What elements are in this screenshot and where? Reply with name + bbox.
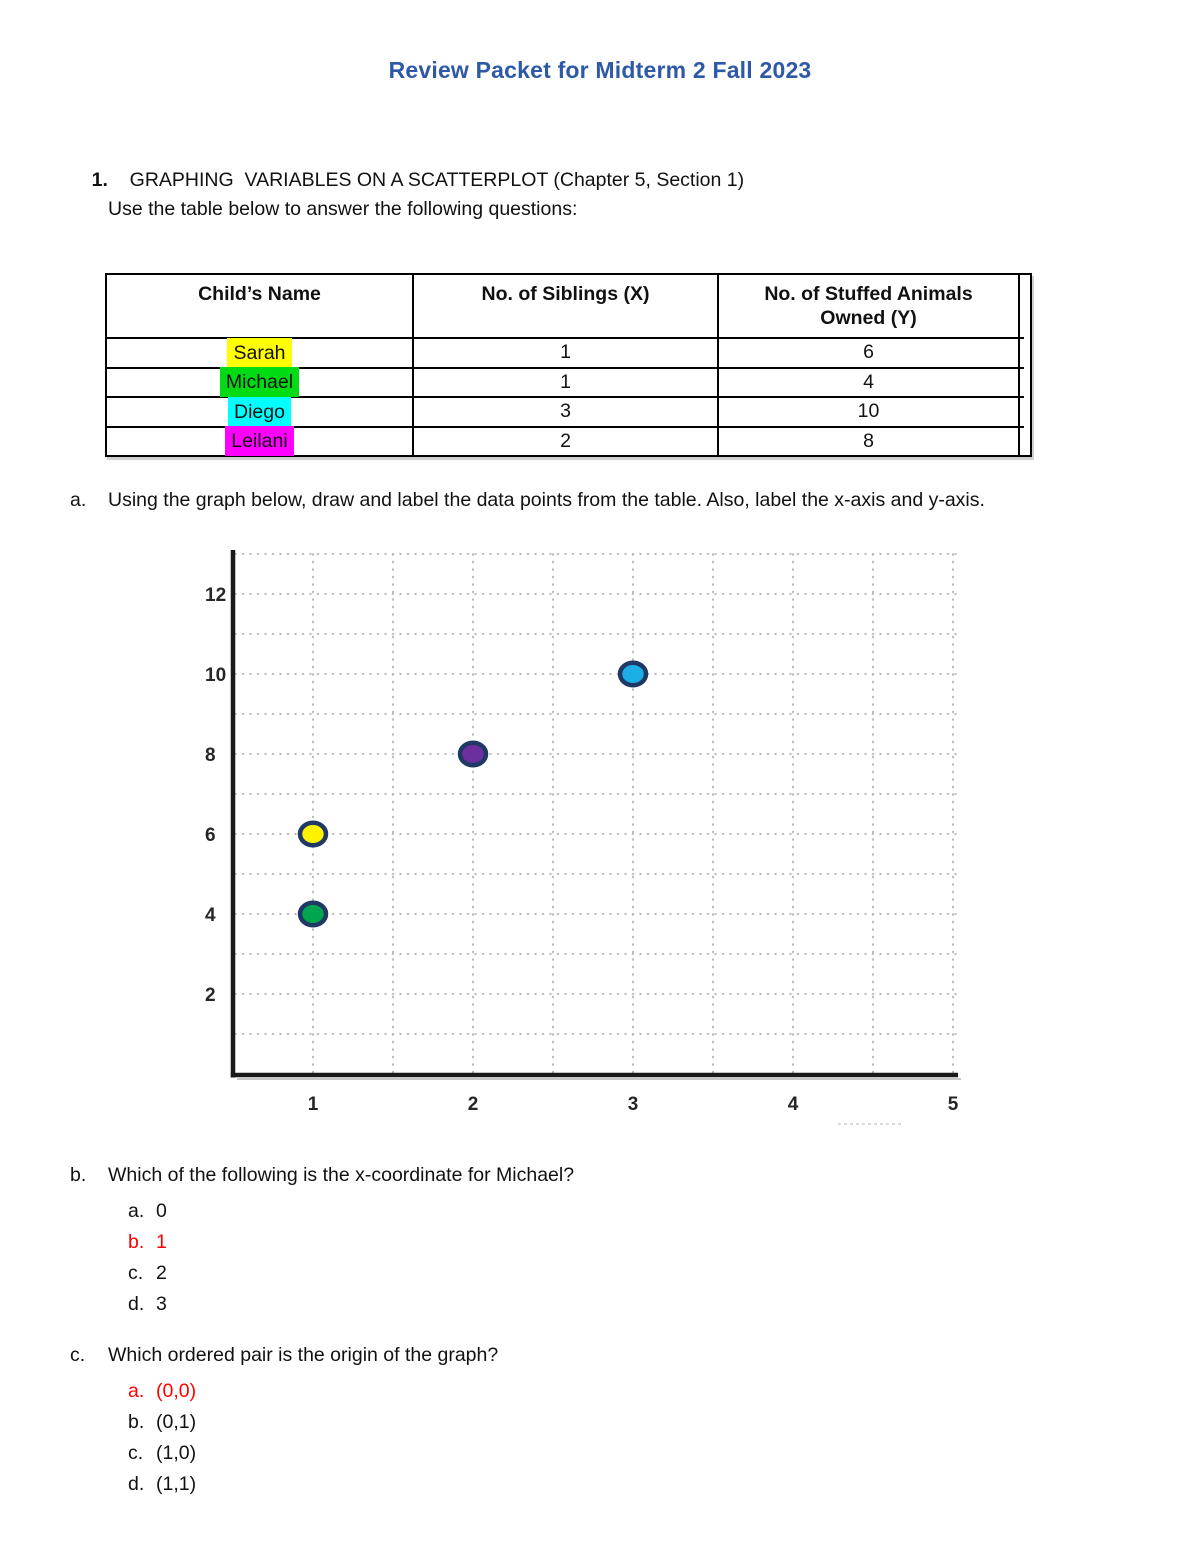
y-tick-label: 4 xyxy=(205,905,216,926)
question-text: Which ordered pair is the origin of the … xyxy=(108,1344,499,1366)
option-letter: c. xyxy=(128,1262,144,1284)
table-gutter xyxy=(1018,396,1024,426)
option-letter: d. xyxy=(128,1293,145,1315)
table-header-name: Child’s Name xyxy=(198,283,321,305)
option-row: a. (0,0) xyxy=(128,1376,498,1407)
option-row: d. 3 xyxy=(128,1289,574,1320)
option-row: d. (1,1) xyxy=(128,1469,498,1500)
name-highlight: Sarah xyxy=(227,337,292,368)
option-text: (1,1) xyxy=(156,1473,197,1495)
table-cell-animals: 10 xyxy=(717,396,1018,426)
data-point-sarah xyxy=(297,820,329,848)
data-point-michael xyxy=(297,900,329,928)
table-gutter xyxy=(1018,366,1024,396)
table-cell-name: Diego xyxy=(107,396,412,427)
table-cell-animals: 8 xyxy=(717,425,1018,455)
y-tick-label: 10 xyxy=(205,665,226,686)
intro-text: Use the table below to answer the follow… xyxy=(108,198,578,220)
x-tick-label: 2 xyxy=(468,1094,479,1115)
option-letter: a. xyxy=(128,1380,145,1402)
question-b: b. Which of the following is the x-coord… xyxy=(70,1164,574,1320)
table-cell-animals: 6 xyxy=(717,337,1018,367)
x-tick-label: 5 xyxy=(948,1094,959,1115)
option-letter: b. xyxy=(128,1231,145,1253)
option-row: c. (1,0) xyxy=(128,1438,498,1469)
option-row: b. (0,1) xyxy=(128,1407,498,1438)
table-gutter xyxy=(1018,425,1024,455)
option-row: b. 1 xyxy=(128,1227,574,1258)
data-point-diego xyxy=(617,660,649,688)
name-highlight: Diego xyxy=(228,396,291,427)
y-tick-label: 12 xyxy=(205,585,226,606)
x-tick-label: 4 xyxy=(788,1094,799,1115)
table-gutter xyxy=(1018,275,1024,337)
option-text: (0,0) xyxy=(156,1380,197,1402)
table-cell-siblings: 1 xyxy=(412,366,717,396)
table-header-siblings: No. of Siblings (X) xyxy=(412,275,717,337)
section-heading: 1. GRAPHING VARIABLES ON A SCATTERPLOT (C… xyxy=(70,146,744,215)
page-title: Review Packet for Midterm 2 Fall 2023 xyxy=(388,57,812,83)
data-point-leilani xyxy=(457,740,489,768)
option-row: c. 2 xyxy=(128,1258,574,1289)
options-list: a. (0,0) b. (0,1) c. (1,0) d. (1,1) xyxy=(128,1376,498,1500)
y-tick-label: 2 xyxy=(205,985,216,1006)
table-cell-name: Leilani xyxy=(107,425,412,457)
y-tick-label: 6 xyxy=(205,825,216,846)
table-cell-siblings: 3 xyxy=(412,396,717,426)
table-cell-siblings: 2 xyxy=(412,425,717,455)
y-tick-label: 8 xyxy=(205,745,216,766)
name-highlight: Michael xyxy=(219,367,300,398)
question-label: c. xyxy=(70,1344,86,1366)
option-letter: a. xyxy=(128,1200,145,1222)
option-text: (1,0) xyxy=(156,1442,197,1464)
question-label: b. xyxy=(70,1164,87,1186)
section-heading-text: GRAPHING VARIABLES ON A SCATTERPLOT (Cha… xyxy=(129,169,745,191)
table-cell-name: Michael xyxy=(107,366,412,398)
part-a-text: Using the graph below, draw and label th… xyxy=(108,489,985,511)
table-cell-animals: 4 xyxy=(717,366,1018,396)
option-text: 2 xyxy=(156,1262,167,1284)
part-a-label: a. xyxy=(70,489,87,511)
x-tick-label: 3 xyxy=(628,1094,639,1115)
option-text: 3 xyxy=(156,1293,167,1315)
question-c: c. Which ordered pair is the origin of t… xyxy=(70,1344,498,1500)
table-cell-name: Sarah xyxy=(107,337,412,368)
option-letter: d. xyxy=(128,1473,145,1495)
x-tick-label: 1 xyxy=(308,1094,319,1115)
name-highlight: Leilani xyxy=(225,426,294,457)
table-cell-siblings: 1 xyxy=(412,337,717,367)
data-table: Child’s Name No. of Siblings (X) No. of … xyxy=(105,273,1032,457)
option-letter: b. xyxy=(128,1411,145,1433)
part-a: a. Using the graph below, draw and label… xyxy=(70,489,985,512)
option-text: 1 xyxy=(156,1231,167,1253)
question-text: Which of the following is the x-coordina… xyxy=(108,1164,575,1186)
section-number: 1. xyxy=(91,169,108,191)
table-header-animals: No. of Stuffed Animals Owned (Y) xyxy=(717,275,1018,337)
option-letter: c. xyxy=(128,1442,144,1464)
option-text: 0 xyxy=(156,1200,167,1222)
options-list: a. 0 b. 1 c. 2 d. 3 xyxy=(128,1196,574,1320)
option-text: (0,1) xyxy=(156,1411,197,1433)
option-row: a. 0 xyxy=(128,1196,574,1227)
scatterplot: 1 2 3 4 5 2 4 6 8 10 12 xyxy=(180,540,995,1145)
table-gutter xyxy=(1018,337,1024,367)
